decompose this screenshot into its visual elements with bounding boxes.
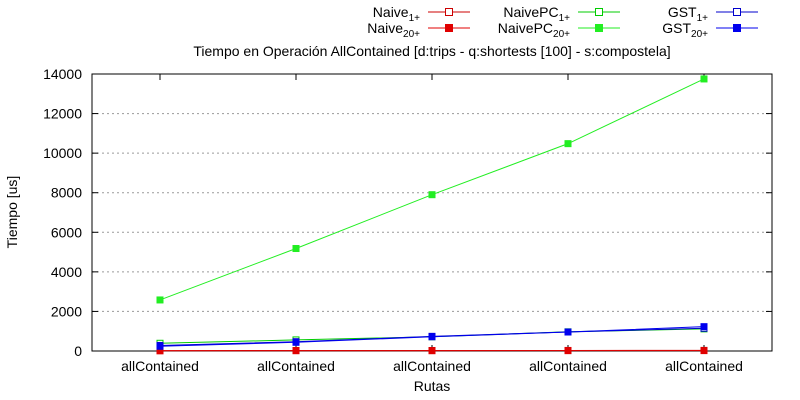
legend-label: NaivePC20+: [498, 20, 570, 40]
data-point: [564, 328, 572, 336]
x-tick-label: allContained: [121, 358, 199, 374]
legend-label: GST20+: [662, 20, 708, 40]
data-point: [292, 347, 300, 355]
x-tick-label: allContained: [393, 358, 471, 374]
series-group: [156, 75, 708, 355]
x-tick-label: allContained: [529, 358, 607, 374]
legend-marker: [445, 24, 453, 32]
y-tick-label: 12000: [43, 106, 82, 122]
legend-marker: [733, 24, 741, 32]
y-axis-label: Tiempo [us]: [4, 176, 20, 249]
series-naivepc-20plus: [156, 75, 708, 304]
plot-frame: [91, 73, 773, 352]
legend-marker: [733, 8, 741, 16]
data-point: [156, 342, 164, 350]
data-point: [156, 296, 164, 304]
data-point: [428, 347, 436, 355]
grid-lines: [92, 113, 772, 312]
chart-title: Tiempo en Operación AllContained [d:trip…: [193, 43, 670, 59]
y-tick-label: 4000: [51, 264, 82, 280]
data-point: [564, 347, 572, 355]
data-point: [428, 191, 436, 199]
legend: Naive1+Naive20+ NaivePC1+NaivePC20+ GST1+G…: [367, 4, 758, 40]
y-tick-label: 8000: [51, 185, 82, 201]
x-tick-label: allContained: [665, 358, 743, 374]
legend-label: Naive1+: [373, 4, 420, 24]
y-tick-label: 0: [74, 343, 82, 359]
legend-label: NaivePC1+: [503, 4, 570, 24]
y-tick-label: 6000: [51, 224, 82, 240]
series-naive-20plus: [156, 347, 708, 355]
legend-marker: [445, 8, 453, 16]
series-gst-20plus: [156, 323, 708, 350]
y-tick-label: 2000: [51, 303, 82, 319]
series-line: [159, 78, 705, 301]
legend-label: Naive20+: [367, 20, 420, 40]
data-point: [292, 245, 300, 253]
data-point: [428, 333, 436, 341]
data-point: [292, 338, 300, 346]
legend-marker: [595, 8, 603, 16]
legend-label: GST1+: [668, 4, 708, 24]
x-axis-label: Rutas: [414, 378, 451, 394]
legend-marker: [595, 24, 603, 32]
data-point: [564, 140, 572, 148]
y-tick-label: 10000: [43, 145, 82, 161]
data-point: [700, 323, 708, 331]
data-point: [700, 347, 708, 355]
x-tick-label: allContained: [257, 358, 335, 374]
y-tick-label: 14000: [43, 66, 82, 82]
data-point: [700, 75, 708, 83]
axis-ticks: 0 2000 4000 6000 8000 10000 12000 14000 allConta…: [43, 66, 772, 374]
